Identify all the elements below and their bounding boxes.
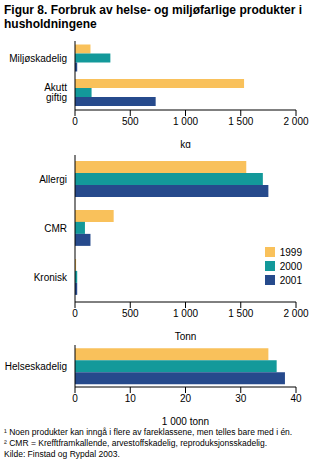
html-text:2001: 2001 — [279, 274, 302, 286]
svg-text:2 000: 2 000 — [283, 116, 308, 127]
svg-text:1 500: 1 500 — [228, 308, 253, 319]
html-text:² CMR = Krefftframkallende, ar: ² CMR = Krefftframkallende, arvestoffska… — [4, 438, 268, 448]
svg-text:500: 500 — [122, 116, 139, 127]
svg-text:10: 10 — [125, 393, 137, 404]
svg-text:0: 0 — [72, 308, 78, 319]
html-text:1999: 1999 — [279, 246, 302, 258]
svg-text:1 000: 1 000 — [173, 308, 198, 319]
svg-text:0: 0 — [72, 116, 78, 127]
svg-text:CMR: CMR — [44, 223, 67, 234]
svg-text:Helseskadelig: Helseskadelig — [8, 361, 67, 372]
svg-text:30: 30 — [235, 393, 247, 404]
svg-text:20: 20 — [180, 393, 192, 404]
svg-text:Kronisk: Kronisk — [34, 272, 68, 283]
svg-text:500: 500 — [122, 308, 139, 319]
html-text:¹ Noen produkter kan inngå i f: ¹ Noen produkter kan inngå i flere av fa… — [4, 427, 293, 437]
svg-text:40: 40 — [290, 393, 302, 404]
svg-text:Akuttgiftig: Akuttgiftig — [44, 82, 67, 103]
svg-text:1 000 tonn: 1 000 tonn — [162, 416, 209, 425]
svg-text:Tonn: Tonn — [175, 331, 197, 340]
svg-text:kg: kg — [180, 139, 191, 148]
html-text:2000: 2000 — [279, 260, 302, 272]
svg-text:2 000: 2 000 — [283, 308, 308, 319]
svg-text:Miljøskadelig: Miljøskadelig — [9, 53, 67, 64]
svg-text:Allergi: Allergi — [39, 174, 67, 185]
svg-text:1 500: 1 500 — [228, 116, 253, 127]
html-text:Kilde: Finstad og Rypdal 2003.: Kilde: Finstad og Rypdal 2003. — [4, 449, 120, 459]
svg-text:0: 0 — [72, 393, 78, 404]
svg-text:1 000: 1 000 — [173, 116, 198, 127]
html-text:Figur 8. Forbruk av helse- og: Figur 8. Forbruk av helse- og miljøfarli… — [4, 3, 303, 31]
